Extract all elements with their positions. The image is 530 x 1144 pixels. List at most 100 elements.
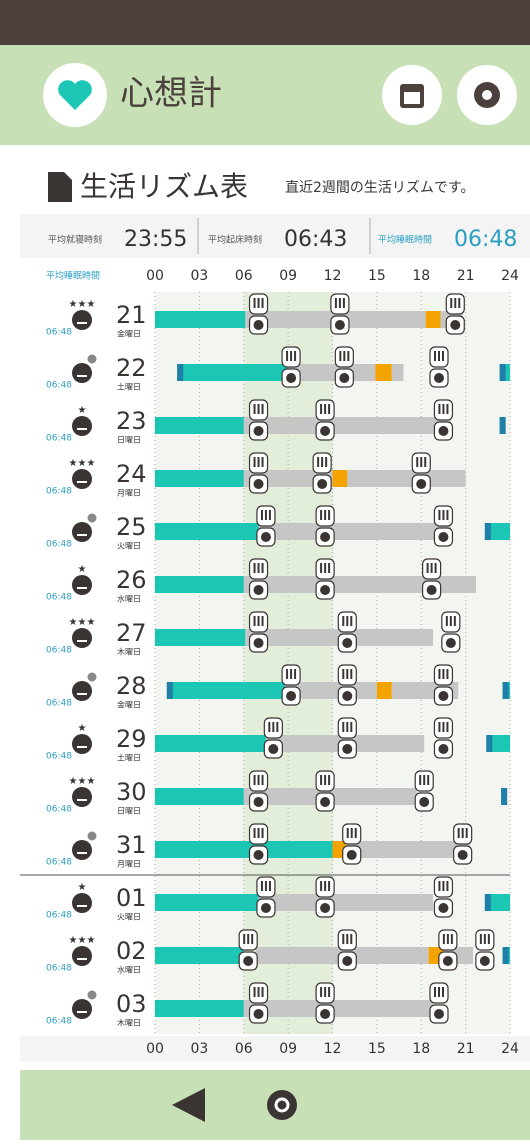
face-mouth xyxy=(77,905,87,907)
pill xyxy=(438,532,449,542)
awake-bar xyxy=(391,364,404,381)
meal-icon xyxy=(248,770,269,812)
sleep-bar xyxy=(155,788,244,805)
stat-value: 06:48 xyxy=(454,227,517,252)
sleep-onset xyxy=(502,682,509,699)
fork xyxy=(450,298,461,308)
sleep-onset xyxy=(177,364,184,381)
face-icon xyxy=(72,787,92,807)
meal-icon xyxy=(429,346,449,388)
sleep-bar xyxy=(484,894,510,911)
fork xyxy=(320,563,331,573)
pill xyxy=(286,373,297,383)
calendar-button[interactable] xyxy=(382,65,442,125)
meal-icon xyxy=(433,664,454,706)
x-tick-label: 12 xyxy=(324,1041,342,1057)
pill xyxy=(320,903,331,913)
sleep-bar xyxy=(155,629,246,646)
pill xyxy=(434,1009,444,1019)
face-icon xyxy=(72,416,92,436)
x-tick-label: 21 xyxy=(457,268,475,284)
fork xyxy=(260,881,271,891)
sleep-onset xyxy=(499,364,506,381)
pill xyxy=(438,744,449,754)
meal-icon xyxy=(248,611,269,653)
sleep-onset xyxy=(166,682,173,699)
fork xyxy=(286,669,297,679)
face-mouth xyxy=(77,640,87,642)
pill xyxy=(253,1009,264,1019)
fork xyxy=(457,828,468,838)
pill xyxy=(479,956,490,966)
x-tick-label: 24 xyxy=(501,1041,519,1057)
day: 31 xyxy=(116,831,147,859)
avg-sleep: 06:48 xyxy=(46,699,72,709)
meal-icon xyxy=(238,929,258,971)
meal-icon xyxy=(330,293,350,335)
face-icon xyxy=(72,946,92,966)
pill xyxy=(342,638,353,648)
fork xyxy=(434,351,444,361)
axis-bg xyxy=(20,1036,530,1062)
face-icon xyxy=(72,310,92,330)
fork xyxy=(334,298,345,308)
settings-button[interactable] xyxy=(457,65,517,125)
pill xyxy=(342,956,353,966)
meal-icon xyxy=(337,929,357,971)
avg-sleep: 06:48 xyxy=(46,752,72,762)
fork xyxy=(342,669,353,679)
pill xyxy=(346,850,357,860)
awake-bar xyxy=(258,523,451,540)
fork xyxy=(253,775,264,785)
day: 03 xyxy=(116,990,147,1018)
doc-icon xyxy=(48,172,72,202)
avg-sleep: 06:48 xyxy=(46,805,72,815)
weekday: 水曜日 xyxy=(117,965,141,975)
sleep-onset xyxy=(486,735,493,752)
refresh-button[interactable] xyxy=(267,1090,297,1120)
stat-value: 23:55 xyxy=(124,227,187,252)
pill xyxy=(445,638,456,648)
sleep-bar xyxy=(155,417,244,434)
weekday: 土曜日 xyxy=(117,382,141,392)
x-tick-label: 06 xyxy=(235,1041,253,1057)
fork xyxy=(342,616,353,626)
back-button[interactable] xyxy=(172,1088,205,1122)
face-icon xyxy=(72,522,92,542)
pill xyxy=(253,797,264,807)
fork xyxy=(320,775,331,785)
awake-bar xyxy=(243,576,476,593)
sleep-bar xyxy=(177,364,289,381)
avg-sleep: 06:48 xyxy=(46,858,72,868)
pill xyxy=(317,479,328,489)
sleep-onset xyxy=(502,947,509,964)
sleep-onset xyxy=(484,894,491,911)
awake-bar xyxy=(243,417,451,434)
face-mouth xyxy=(77,746,87,748)
pill xyxy=(416,479,427,489)
pill xyxy=(426,585,437,595)
face-icon xyxy=(72,999,92,1019)
stats-bar xyxy=(20,214,530,258)
weekday: 月曜日 xyxy=(117,860,141,869)
fork xyxy=(342,934,353,944)
sleep-onset xyxy=(499,417,506,434)
pill xyxy=(442,956,453,966)
pill xyxy=(253,426,264,436)
meal-icon xyxy=(334,346,354,388)
meal-icon xyxy=(315,505,335,547)
logo: 心想計 xyxy=(120,74,222,114)
day: 02 xyxy=(116,937,147,965)
nap-bar xyxy=(425,311,441,328)
pill xyxy=(243,956,254,966)
stat-value: 06:43 xyxy=(284,227,347,252)
fork xyxy=(253,563,264,573)
pill xyxy=(260,903,271,913)
meal-icon xyxy=(337,611,357,653)
meal-icon xyxy=(248,558,269,600)
pill xyxy=(253,850,264,860)
subtitle: 直近2週間の生活リズムです。 xyxy=(285,179,475,196)
awake-bar xyxy=(347,470,466,487)
heart-button[interactable] xyxy=(43,63,107,127)
avg-header: 平均睡眠時間 xyxy=(46,270,100,282)
